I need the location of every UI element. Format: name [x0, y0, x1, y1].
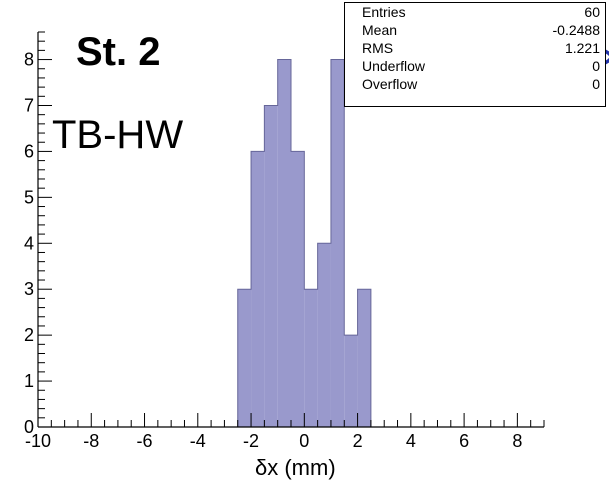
y-tick-label: 3: [24, 279, 34, 299]
stat-label: Underflow: [362, 58, 426, 74]
stats-row-mean: Mean -0.2488: [345, 21, 605, 39]
stats-row-rms: RMS 1.221: [345, 39, 605, 57]
stats-row-underflow: Underflow 0: [345, 57, 605, 75]
histogram-bar: [357, 289, 371, 427]
y-tick-label: 8: [24, 50, 34, 70]
histogram-bar: [237, 289, 252, 427]
statistics-box: Entries 60 Mean -0.2488 RMS 1.221 Underf…: [344, 2, 606, 107]
histogram-bar: [317, 243, 331, 427]
histogram-bar: [277, 59, 291, 428]
histogram-bar: [344, 335, 358, 427]
chart-subtitle: TB-HW: [52, 113, 184, 157]
x-tick-label: 4: [406, 431, 416, 451]
x-tick-label: 0: [299, 431, 309, 451]
y-tick-label: 1: [24, 371, 34, 391]
y-tick-label: 4: [24, 233, 34, 253]
y-tick-label: 6: [24, 141, 34, 161]
x-tick-label: -10: [25, 431, 51, 451]
stat-value: -0.2488: [552, 22, 600, 38]
histogram-bar: [264, 105, 278, 427]
x-tick-label: -4: [190, 431, 206, 451]
x-tick-label: -8: [83, 431, 99, 451]
x-tick-label: -2: [243, 431, 259, 451]
stat-value: 0: [592, 58, 600, 74]
chart-title: St. 2: [76, 30, 161, 74]
stat-value: 60: [584, 4, 600, 20]
axes: -10 -8 -6 -4 -2 0 2 4 6 8 0 1 2 3 4 5 6 7 8: [24, 31, 545, 451]
histogram-bar: [251, 151, 265, 427]
histogram-bar: [330, 59, 345, 428]
x-axis-label: δx (mm): [255, 455, 336, 480]
stat-label: Mean: [362, 22, 398, 38]
histogram-bar: [304, 289, 318, 427]
x-tick-label: 8: [512, 431, 522, 451]
stat-label: RMS: [362, 40, 394, 56]
stats-row-overflow: Overflow 0: [345, 75, 605, 93]
histogram-bars: [237, 59, 372, 428]
stat-value: 1.221: [564, 40, 600, 56]
histogram-outline: [237, 59, 372, 427]
y-tick-label: 7: [24, 95, 34, 115]
stat-label: Entries: [362, 4, 406, 20]
y-tick-label: 5: [24, 187, 34, 207]
x-tick-label: -6: [137, 431, 153, 451]
y-tick-label: 2: [24, 325, 34, 345]
histogram-bar: [291, 151, 305, 427]
stat-value: 0: [592, 76, 600, 92]
stat-label: Overflow: [362, 76, 418, 92]
x-tick-label: 6: [459, 431, 469, 451]
x-tick-label: 2: [353, 431, 363, 451]
y-tick-label: 0: [24, 417, 34, 437]
stats-row-entries: Entries 60: [345, 3, 605, 21]
